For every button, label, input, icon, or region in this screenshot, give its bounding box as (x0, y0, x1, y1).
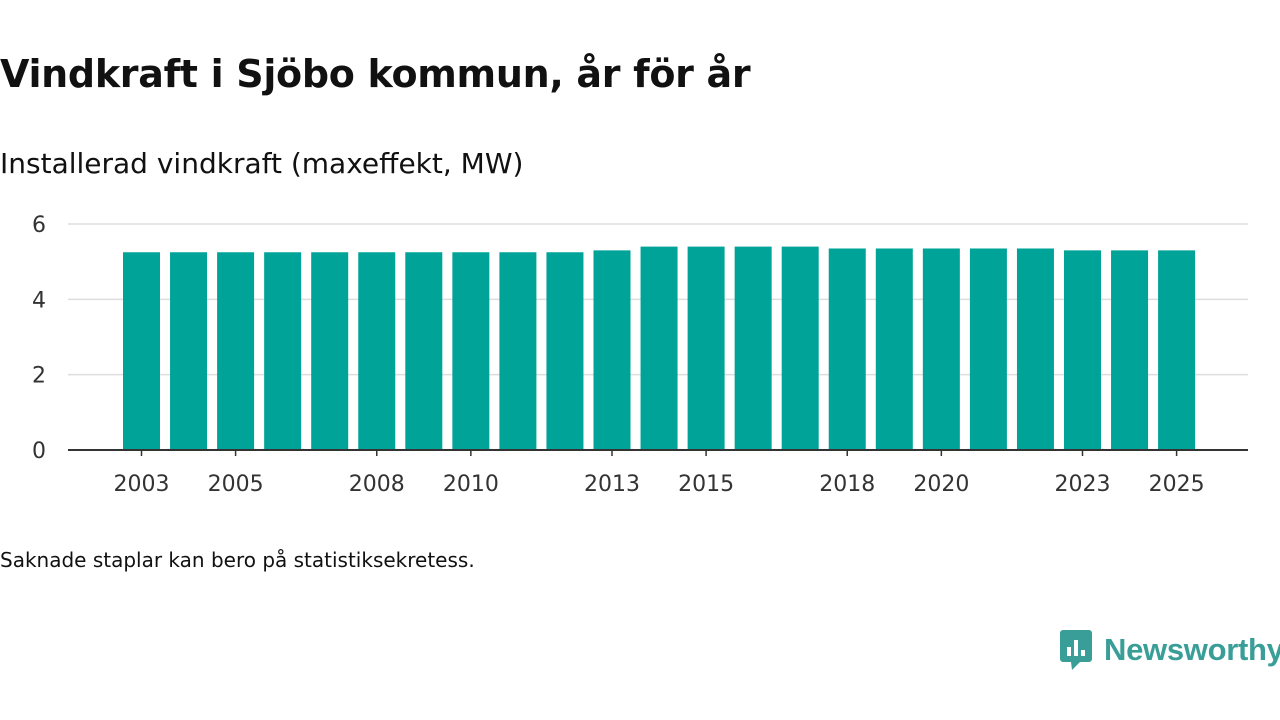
bar-2017 (781, 246, 819, 450)
bar-2024 (1111, 250, 1149, 450)
x-tick-label: 2015 (678, 472, 734, 497)
bar-2011 (499, 252, 537, 450)
y-tick-label: 4 (32, 288, 46, 313)
x-tick-label: 2018 (819, 472, 875, 497)
bar-2020 (922, 248, 960, 450)
x-tick-label: 2005 (208, 472, 264, 497)
bar-2023 (1064, 250, 1101, 450)
bar-2005 (217, 252, 255, 450)
brand-logo: Newsworthy (1058, 628, 1280, 672)
x-tick-label: 2023 (1055, 472, 1111, 497)
x-tick-label: 2010 (443, 472, 499, 497)
chart-title: Vindkraft i Sjöbo kommun, år för år (0, 52, 751, 96)
x-tick-label: 2013 (584, 472, 640, 497)
newsworthy-logo-icon (1060, 630, 1092, 670)
bar-2003 (123, 252, 160, 450)
footnote: Saknade staplar kan bero på statistiksek… (0, 548, 475, 572)
bar-2010 (452, 252, 490, 450)
y-tick-label: 0 (32, 439, 46, 464)
bar-2008 (358, 252, 396, 450)
bar-2007 (311, 252, 349, 450)
bar-2021 (969, 248, 1007, 450)
x-tick-label: 2025 (1149, 472, 1205, 497)
bar-2018 (828, 248, 866, 450)
bar-2019 (875, 248, 913, 450)
bars (123, 246, 1196, 450)
y-tick-label: 2 (32, 364, 46, 389)
x-tick-label: 2008 (349, 472, 405, 497)
x-tick-label: 2003 (114, 472, 170, 497)
bar-2015 (687, 246, 725, 450)
bar-2025 (1158, 250, 1196, 450)
chart-subtitle: Installerad vindkraft (maxeffekt, MW) (0, 147, 524, 180)
bar-2013 (593, 250, 631, 450)
bar-chart: 0 2 4 6 2003 2005 2008 2010 2013 2015 2018 2020 2023… (32, 213, 1248, 497)
brand-name: Newsworthy (1104, 632, 1280, 667)
bar-2022 (1016, 248, 1054, 450)
bar-2014 (640, 246, 678, 450)
bar-2016 (734, 246, 772, 450)
bar-2012 (546, 252, 584, 450)
x-tick-label: 2020 (913, 472, 969, 497)
bar-2009 (405, 252, 443, 450)
axes: 0 2 4 6 2003 2005 2008 2010 2013 2015 2018 2020 2023… (32, 213, 1248, 497)
bar-2006 (264, 252, 302, 450)
y-tick-label: 6 (32, 213, 46, 238)
bar-2004 (170, 252, 208, 450)
